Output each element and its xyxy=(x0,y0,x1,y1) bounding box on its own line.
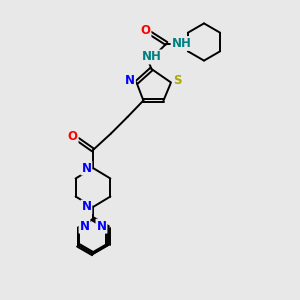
Text: NH: NH xyxy=(142,50,161,64)
Text: S: S xyxy=(173,74,181,88)
Text: N: N xyxy=(81,161,92,175)
Text: N: N xyxy=(81,200,92,214)
Text: N: N xyxy=(125,74,135,88)
Text: N: N xyxy=(80,220,89,233)
Text: NH: NH xyxy=(172,37,191,50)
Text: N: N xyxy=(97,220,106,233)
Text: O: O xyxy=(68,130,78,143)
Text: O: O xyxy=(140,24,151,37)
